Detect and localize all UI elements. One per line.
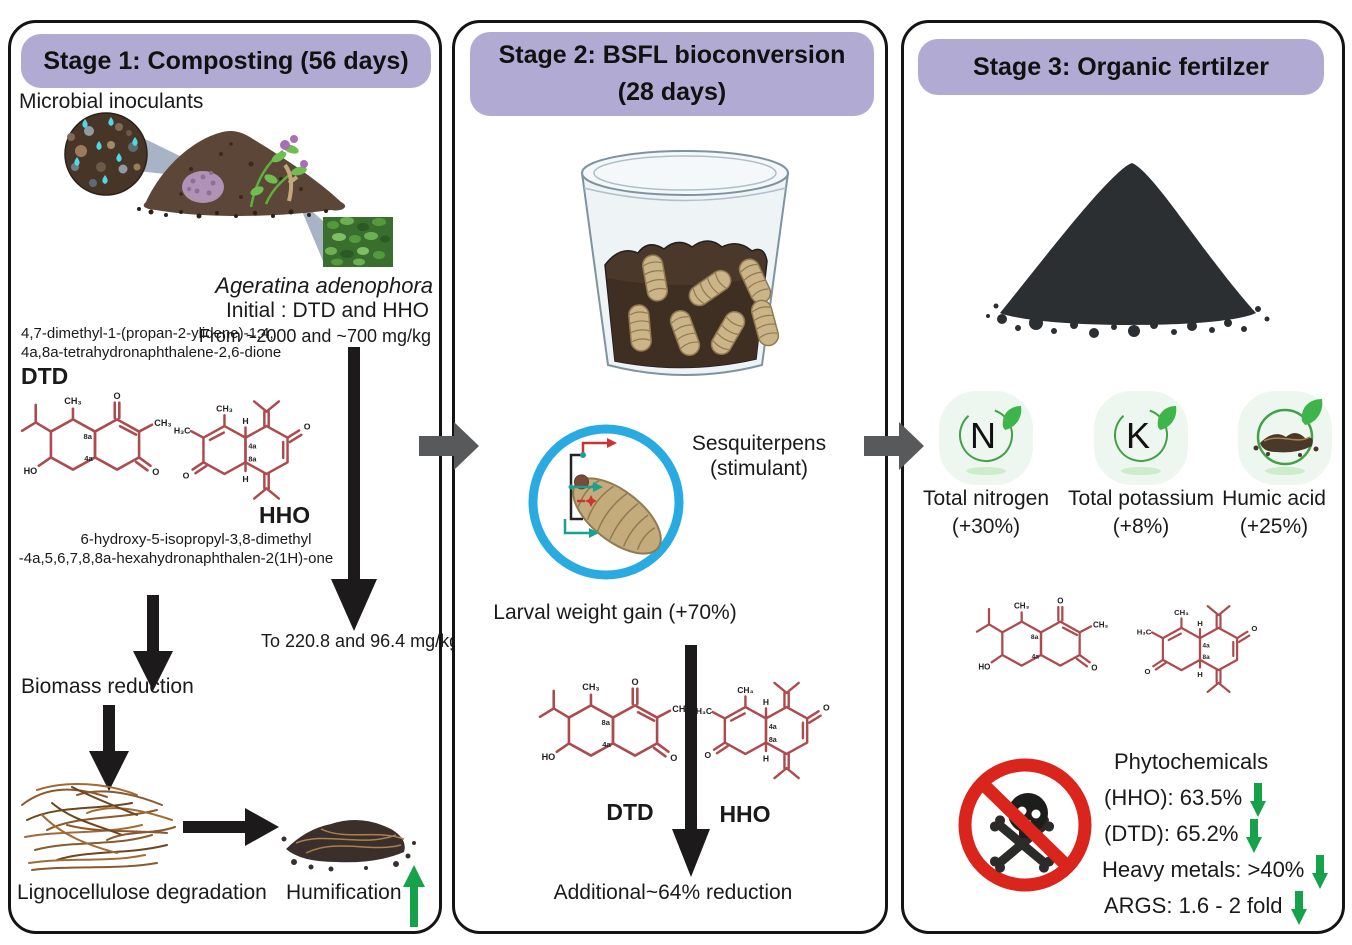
hho-chemical-name-line2: -4a,5,6,7,8,8a-hexahydronaphthalen-2(1H)…: [18, 550, 334, 567]
risk-row-hho: (HHO): 63.5%: [1104, 783, 1267, 817]
water-droplets: [74, 117, 138, 184]
down-arrow: [133, 595, 173, 691]
stage1-title: Stage 1: Composting (56 days): [21, 34, 431, 88]
hho-chemical-name-line1: 6-hydroxy-5-isopropyl-3,8-dimethyl: [80, 531, 312, 548]
biomass-reduction-label: Biomass reduction: [21, 675, 194, 698]
stage3-panel: Stage 3: Organic fertilzer N K: [901, 20, 1345, 934]
plant-species-name: Ageratina adenophora: [215, 273, 433, 298]
dtd-chemical-name-line1: 4,7-dimethyl-1-(propan-2-ylidene)-1,4,: [21, 325, 274, 342]
gene-expression-glyph: [563, 438, 617, 538]
hho-abbr-label: HHO: [259, 502, 311, 528]
nutrient-symbol: N: [970, 415, 996, 456]
down-arrow: [672, 645, 710, 877]
sprouting-plant: [249, 135, 308, 208]
lignocellulose-fibers-illustration: [21, 783, 176, 871]
down-arrow: [89, 705, 129, 791]
hho-structure: [173, 400, 312, 500]
initial-concentration-label: Initial : DTD and HHO: [225, 299, 429, 322]
risk-row-phytochemicals: Phytochemicals: [1114, 749, 1268, 775]
branch: [283, 163, 299, 202]
risk-text: ARGS: 1.6 - 2 fold: [1104, 893, 1283, 918]
hho-structure: [1136, 605, 1259, 693]
nutrient-name: Humic acid: [1222, 487, 1326, 510]
decrease-arrow-icon: [1312, 855, 1329, 889]
decrease-arrow-icon: [1246, 819, 1263, 853]
sesquiterpene-line1: Sesquiterpens: [691, 432, 827, 455]
risk-row-heavy-metals: Heavy metals: >40%: [1102, 855, 1329, 889]
nutrient-symbol: K: [1126, 415, 1150, 456]
risk-row-dtd: (DTD): 65.2%: [1104, 819, 1263, 853]
leaf-icon: [1301, 399, 1323, 425]
sesquiterpene-line2: (stimulant): [709, 457, 809, 480]
risk-text: Phytochemicals: [1114, 749, 1269, 774]
decrease-arrow-icon: [1290, 891, 1307, 925]
larval-weight-gain-label: Larval weight gain (+70%): [493, 601, 737, 624]
larvae-cup-illustration: [580, 150, 790, 376]
lignocellulose-degradation-label: Lignocellulose degradation: [17, 881, 267, 904]
microbial-inoculants-circle: [64, 112, 148, 196]
down-arrow: [331, 347, 377, 631]
nutrient-change: (+8%): [1112, 515, 1170, 538]
larva-magnified-circle: [528, 424, 684, 580]
stage3-title: Stage 3: Organic fertilzer: [918, 39, 1324, 95]
dtd-structure: [20, 389, 171, 479]
dtd-structure: [975, 595, 1108, 674]
increase-arrow-icon: [403, 865, 425, 927]
risk-text: (DTD): 65.2%: [1104, 821, 1239, 846]
additional-reduction-label: Additional~64% reduction: [553, 881, 793, 904]
hho-abbr-label: HHO: [719, 801, 771, 827]
sesquiterpene-label: Sesquiterpens (stimulant): [687, 431, 831, 481]
compost-pile-illustration: [137, 131, 346, 219]
stage2-title-line2: (28 days): [617, 78, 727, 106]
decrease-arrow-icon: [1250, 783, 1267, 817]
microbial-inoculants-label: Microbial inoculants: [19, 90, 204, 113]
stage2-title: Stage 2: BSFL bioconversion (28 days): [470, 32, 874, 116]
composting-illustration: [64, 112, 393, 267]
dtd-abbr-label: DTD: [606, 799, 654, 825]
risk-row-args: ARGS: 1.6 - 2 fold: [1104, 891, 1307, 925]
risk-text: Heavy metals: >40%: [1102, 857, 1305, 882]
plant-photo: [323, 217, 393, 267]
stage2-to-stage3-arrow: [864, 422, 924, 470]
humic-acid-icon: [1238, 391, 1332, 485]
stage2-title-line1: Stage 2: BSFL bioconversion: [498, 41, 846, 69]
nutrient-change: (+30%): [951, 515, 1021, 538]
to-concentration-label: To 220.8 and 96.4 mg/kg: [261, 631, 460, 651]
nitrogen-icon: N: [939, 391, 1033, 485]
humification-label: Humification: [286, 881, 402, 904]
dtd-abbr-label: DTD: [21, 363, 69, 389]
soil-blob: [1260, 432, 1313, 453]
right-arrow: [183, 808, 279, 846]
dtd-structure: [538, 675, 689, 765]
hho-structure: [695, 681, 832, 780]
no-toxicity-icon: [958, 758, 1092, 892]
dtd-chemical-name-line2: 4a,8a-tetrahydronaphthalene-2,6-dione: [21, 344, 282, 361]
potassium-label: Total potassium (+8%): [1066, 485, 1216, 541]
bsfl-larvae: [628, 254, 780, 356]
larva-illustration: [572, 474, 662, 555]
nutrient-name: Total potassium: [1068, 487, 1214, 510]
potassium-icon: K: [1094, 391, 1188, 485]
risk-text: (HHO): 63.5%: [1104, 785, 1243, 810]
stage2-panel: Stage 2: BSFL bioconversion (28 days): [452, 20, 888, 934]
nutrient-change: (+25%): [1239, 515, 1309, 538]
stage1-panel: Stage 1: Composting (56 days) Microbial …: [8, 20, 459, 934]
leaf-icon: [1002, 406, 1022, 430]
leaf-icon: [1157, 406, 1177, 430]
nitrogen-label: Total nitrogen (+30%): [911, 485, 1061, 541]
humified-compost-illustration: [281, 820, 416, 872]
stage1-to-stage2-arrow: [419, 422, 479, 470]
from-concentration-label: From ~2000 and ~700 mg/kg: [198, 326, 431, 346]
nutrient-name: Total nitrogen: [922, 487, 1050, 510]
humic-acid-label: Humic acid (+25%): [1204, 485, 1344, 541]
fertilizer-pile-illustration: [986, 163, 1270, 338]
